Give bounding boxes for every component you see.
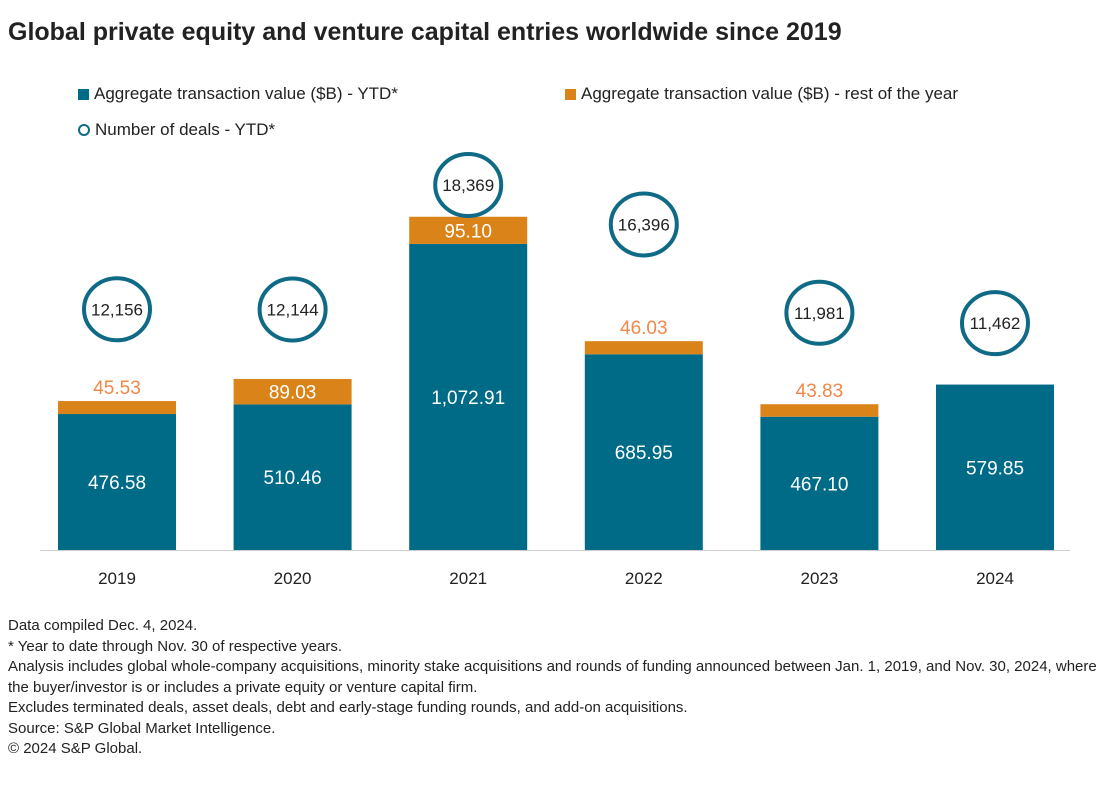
deal-count-circle-2024 <box>960 290 1030 357</box>
deal-count-circle-2022 <box>608 191 679 258</box>
bar-label-rest: 89.03 <box>269 383 317 404</box>
deal-count-label: 18,369 <box>442 176 494 195</box>
chart-title: Global private equity and venture capita… <box>8 18 842 46</box>
deal-count-circle-2023 <box>784 279 855 346</box>
deal-count-label: 11,981 <box>794 304 845 323</box>
note: * Year to date through Nov. 30 of respec… <box>8 637 343 655</box>
legend-swatch <box>565 88 576 100</box>
note: Excludes terminated deals, asset deals, … <box>8 699 688 716</box>
note: Analysis includes global whole-company a… <box>8 658 1097 696</box>
x-tick-label: 2022 <box>625 569 663 588</box>
legend-item-deals: Number of deals - YTD* <box>78 120 275 140</box>
bar-label-rest: 46.03 <box>620 318 668 339</box>
bar-rest-2021 <box>409 216 528 244</box>
legend-label: Number of deals - YTD* <box>95 120 276 139</box>
legend-label: Aggregate transaction value ($B) - YTD* <box>94 84 398 103</box>
deal-count-label: 11,462 <box>970 314 1021 333</box>
deal-count-circle-2020 <box>257 276 328 343</box>
x-tick-label: 2020 <box>274 569 312 588</box>
deal-count-circle-2019 <box>82 276 152 343</box>
bar-label-rest: 95.10 <box>444 221 492 242</box>
bar-ytd-2023 <box>760 416 879 550</box>
bar-ytd-2021 <box>409 243 528 550</box>
bar-label-ytd: 476.58 <box>88 473 146 494</box>
bar-label-ytd: 467.10 <box>790 474 848 495</box>
bar-label-rest: 45.53 <box>93 378 141 399</box>
deal-count-circle-2021 <box>433 152 504 218</box>
deal-count-label: 16,396 <box>618 215 670 234</box>
bar-ytd-2022 <box>584 354 703 550</box>
legend-circle-icon <box>78 124 90 136</box>
note: © 2024 S&P Global. <box>8 740 143 757</box>
bar-label-ytd: 685.95 <box>615 443 673 464</box>
chart-plot: 476.58 45.53 12,156 2019 510.46 89.03 12,144 20… <box>40 152 1070 588</box>
bar-label-rest: 43.83 <box>796 381 844 402</box>
deal-count-label: 12,144 <box>267 301 319 320</box>
bar-rest-2019 <box>58 401 176 415</box>
bar-rest-2020 <box>233 378 352 405</box>
bar-ytd-2019 <box>58 414 176 550</box>
legend-item-rest: Aggregate transaction value ($B) - rest … <box>565 84 958 104</box>
bar-rest-2023 <box>760 404 879 417</box>
x-tick-label: 2021 <box>449 569 487 588</box>
note: Source: S&P Global Market Intelligence. <box>8 719 276 737</box>
x-tick-label: 2019 <box>98 569 136 588</box>
footnotes: Data compiled Dec. 4, 2024. * Year to da… <box>8 616 1104 760</box>
bar-rest-2022 <box>584 341 703 355</box>
bar-label-ytd: 579.85 <box>966 458 1024 479</box>
x-tick-label: 2024 <box>976 569 1014 588</box>
bar-label-ytd: 1,072.91 <box>431 388 505 409</box>
bar-label-ytd: 510.46 <box>264 468 322 489</box>
note: Data compiled Dec. 4, 2024. <box>8 617 198 634</box>
legend-swatch <box>78 88 89 100</box>
legend-label: Aggregate transaction value ($B) - rest … <box>581 84 959 103</box>
deal-count-label: 12,156 <box>91 300 143 319</box>
x-tick-label: 2023 <box>800 569 838 588</box>
legend-item-ytd: Aggregate transaction value ($B) - YTD* <box>78 84 398 104</box>
bar-ytd-2020 <box>233 404 352 550</box>
bar-ytd-2024 <box>936 384 1054 550</box>
